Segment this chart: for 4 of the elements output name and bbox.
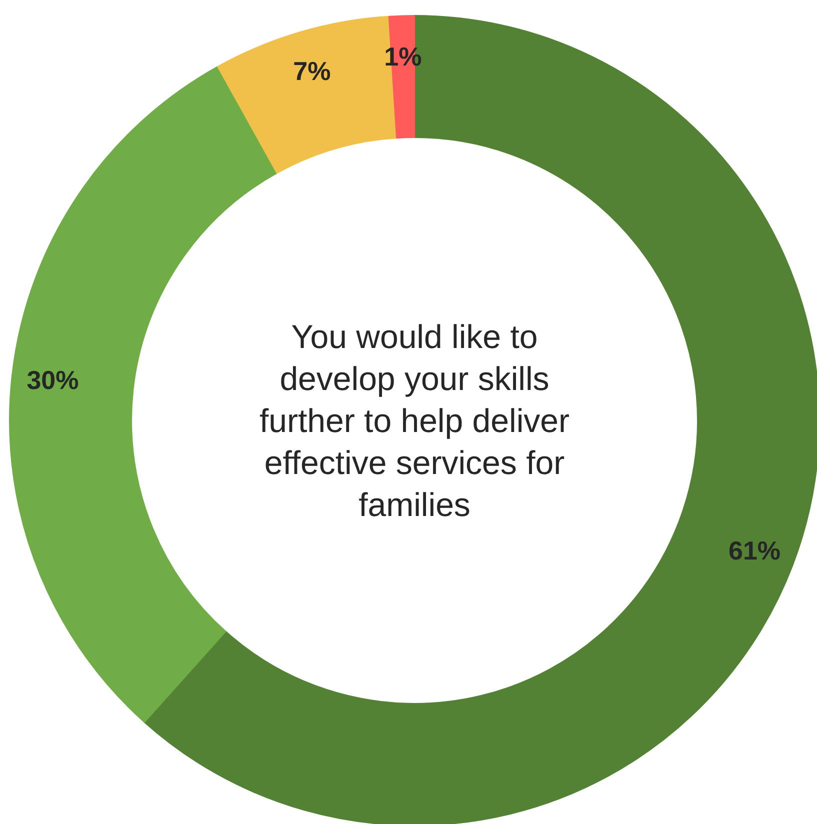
data-label: 61% bbox=[728, 535, 781, 566]
text: You would like to develop your skills further to help deliver effective services for families bbox=[260, 318, 570, 523]
data-label: 7% bbox=[293, 56, 331, 86]
data-label: 30% bbox=[26, 365, 79, 396]
